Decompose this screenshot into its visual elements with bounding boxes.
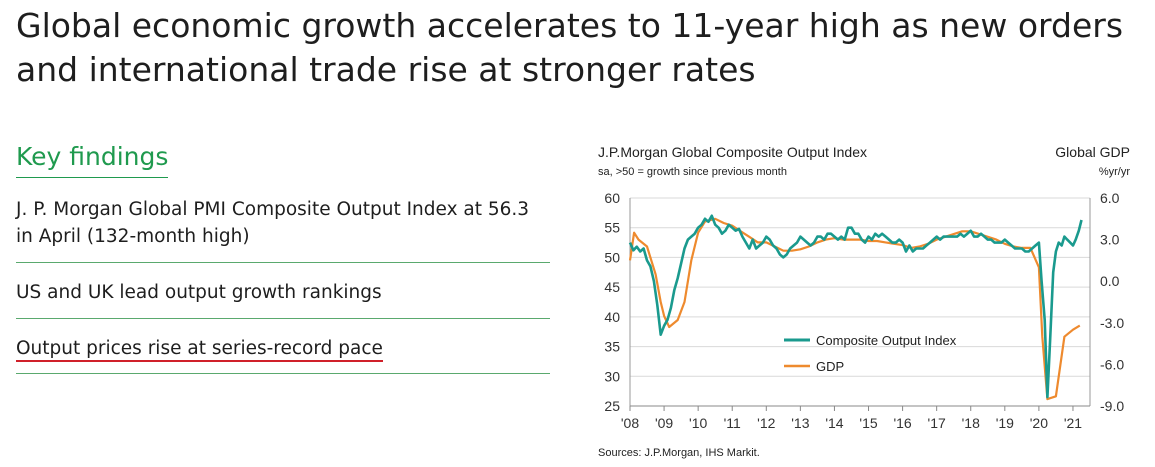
y-right-tick-label: -9.0: [1100, 398, 1124, 414]
finding-composite-index: J. P. Morgan Global PMI Composite Output…: [16, 199, 530, 247]
y-left-tick-label: 45: [604, 279, 620, 295]
axes: 25 30 35 40 45 50 55 60 -9.0 -6.0 -3.0 0.0 3.0 6.0 '08…: [604, 190, 1124, 431]
chart-source: Sources: J.P.Morgan, IHS Markit.: [598, 447, 760, 459]
y-left-tick-label: 50: [604, 249, 620, 265]
y-left-tick-label: 25: [604, 398, 620, 414]
legend-label-gdp: GDP: [816, 359, 844, 374]
finding-us-uk: US and UK lead output growth rankings: [16, 282, 382, 303]
y-left-tick-label: 60: [604, 190, 620, 206]
x-tick-label: '16: [893, 415, 911, 431]
chart-title: J.P.Morgan Global Composite Output Index: [598, 144, 867, 160]
legend-label-composite: Composite Output Index: [816, 333, 957, 348]
y-left-tick-label: 40: [604, 309, 620, 325]
x-tick-label: '12: [757, 415, 775, 431]
x-tick-label: '18: [962, 415, 980, 431]
grid: [630, 197, 1090, 407]
key-findings-title: Key findings: [16, 141, 169, 178]
y-left-tick-label: 55: [604, 220, 620, 236]
divider: [16, 318, 550, 319]
chart-right-unit: %yr/yr: [1099, 166, 1131, 178]
y-left-tick-label: 35: [604, 339, 620, 355]
x-tick-label: '14: [825, 415, 843, 431]
series-line-gdp: [628, 217, 1081, 401]
x-tick-label: '08: [621, 415, 639, 431]
y-left-tick-label: 30: [604, 368, 620, 384]
plot-area: [628, 214, 1083, 401]
x-tick-label: '20: [1030, 415, 1048, 431]
composite-output-chart: J.P.Morgan Global Composite Output Index…: [598, 144, 1131, 459]
chart-legend: Composite Output Index GDP: [784, 333, 957, 374]
series-line-composite: [628, 214, 1083, 399]
divider: [16, 262, 550, 263]
x-tick-label: '21: [1064, 415, 1082, 431]
page-headline: Global economic growth accelerates to 11…: [16, 6, 1124, 89]
chart-subtitle: sa, >50 = growth since previous month: [598, 166, 787, 178]
x-tick-label: '09: [655, 415, 673, 431]
x-tick-label: '13: [791, 415, 809, 431]
x-tick-label: '19: [996, 415, 1014, 431]
divider: [16, 373, 550, 374]
x-tick-label: '15: [859, 415, 877, 431]
chart-right-title: Global GDP: [1055, 144, 1130, 160]
x-tick-label: '17: [928, 415, 946, 431]
finding-output-prices[interactable]: Output prices rise at series-record pace: [16, 335, 550, 362]
y-right-tick-label: -6.0: [1100, 356, 1124, 372]
x-tick-label: '11: [724, 415, 741, 431]
y-right-tick-label: 0.0: [1100, 273, 1120, 289]
y-right-tick-label: -3.0: [1100, 315, 1124, 331]
y-right-tick-label: 3.0: [1100, 232, 1120, 248]
y-right-tick-label: 6.0: [1100, 190, 1120, 206]
x-tick-label: '10: [689, 415, 707, 431]
finding-output-prices-link[interactable]: Output prices rise at series-record pace: [16, 338, 383, 362]
